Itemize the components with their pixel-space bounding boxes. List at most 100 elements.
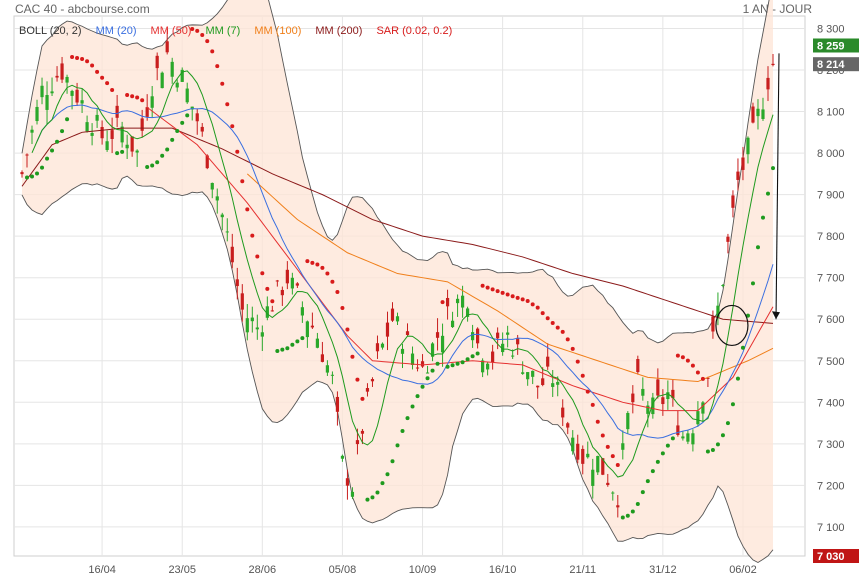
- candle-body: [616, 505, 620, 508]
- candle-body: [455, 298, 460, 304]
- sar-dot: [610, 454, 615, 459]
- sar-dot: [685, 358, 690, 363]
- x-tick-label: 16/04: [88, 564, 116, 576]
- candle-body: [155, 55, 159, 69]
- sar-dot: [25, 175, 30, 180]
- sar-dot: [405, 416, 410, 421]
- candle-body: [731, 195, 735, 208]
- candle-body: [140, 118, 144, 131]
- candle-body: [400, 348, 405, 354]
- sar-dot: [295, 339, 300, 344]
- candle-body: [551, 383, 555, 387]
- sar-dot: [680, 355, 685, 360]
- candle-body: [501, 343, 505, 353]
- legend-item: MM (20): [96, 25, 137, 37]
- sar-dot: [410, 404, 415, 409]
- sar-dot: [270, 299, 275, 304]
- x-tick-label: 16/10: [489, 564, 517, 576]
- candle-body: [430, 343, 435, 357]
- sar-dot: [635, 501, 640, 506]
- sar-dot: [540, 311, 545, 316]
- candle-body: [435, 332, 440, 338]
- sar-dot: [300, 336, 305, 341]
- sar-dot: [700, 376, 705, 381]
- candle-body: [410, 353, 415, 365]
- sar-dot: [771, 166, 775, 171]
- sar-dot: [230, 124, 235, 129]
- sar-dot: [690, 363, 695, 368]
- candle-body: [601, 458, 605, 475]
- candle-body: [766, 77, 770, 90]
- sar-dot: [655, 459, 660, 464]
- y-tick-label: 7 900: [817, 190, 845, 202]
- annotation-circle: [715, 304, 749, 347]
- candle-body: [726, 236, 730, 242]
- candle-body: [225, 231, 229, 233]
- candle-body: [621, 443, 625, 450]
- sar-dot: [335, 289, 340, 294]
- candle-body: [691, 433, 695, 445]
- candle-body: [651, 397, 655, 415]
- candle-body: [205, 155, 209, 169]
- y-tick-label: 7 700: [817, 273, 845, 285]
- sar-dot: [240, 179, 245, 184]
- candle-body: [360, 430, 365, 434]
- candle-body: [240, 293, 244, 310]
- candle-body: [385, 322, 390, 337]
- candle-body: [626, 412, 630, 430]
- sar-dot: [400, 429, 405, 434]
- sar-dot: [250, 233, 255, 238]
- candle-body: [190, 106, 194, 110]
- candle-body: [661, 397, 665, 405]
- sar-dot: [530, 302, 535, 307]
- candle-body: [556, 381, 560, 385]
- sar-dot: [455, 361, 460, 366]
- sar-dot: [350, 354, 355, 359]
- candle-body: [210, 182, 214, 190]
- candle-body: [195, 113, 199, 122]
- candle-body: [255, 327, 259, 330]
- sar-dot: [495, 289, 500, 294]
- candle-body: [70, 90, 74, 96]
- sar-dot: [345, 327, 350, 332]
- sar-dot: [115, 151, 120, 156]
- candle-body: [460, 295, 465, 308]
- sar-dot: [85, 59, 90, 64]
- sar-dot: [510, 294, 515, 299]
- sar-dot: [40, 165, 45, 170]
- candle-body: [50, 91, 54, 94]
- sar-dot: [75, 56, 80, 61]
- candle-body: [235, 279, 239, 287]
- sar-dot: [275, 349, 280, 354]
- candle-body: [496, 332, 500, 339]
- sar-dot: [515, 295, 520, 300]
- sar-dot: [665, 443, 670, 448]
- candle-body: [591, 469, 595, 486]
- sar-dot: [565, 337, 570, 342]
- candle-body: [701, 402, 705, 414]
- sar-dot: [105, 81, 110, 86]
- period-label[interactable]: 1 AN - JOUR: [742, 2, 812, 16]
- ma100-line: [246, 173, 774, 383]
- candle-body: [30, 129, 34, 133]
- x-tick-label: 10/09: [409, 564, 437, 576]
- candle-body: [35, 106, 39, 122]
- sar-dot: [290, 342, 295, 347]
- candle-body: [275, 280, 279, 282]
- candle-body: [180, 69, 184, 82]
- sar-dot: [415, 394, 420, 399]
- candle-body: [596, 455, 600, 473]
- sar-dot: [70, 54, 75, 59]
- candle-body: [130, 136, 134, 152]
- sar-dot: [525, 298, 530, 303]
- candle-body: [175, 82, 179, 88]
- candle-body: [445, 297, 450, 307]
- candle-body: [145, 107, 149, 117]
- candle-body: [200, 126, 204, 132]
- sar-dot: [220, 81, 225, 86]
- sar-dot: [340, 306, 345, 311]
- candle-body: [355, 440, 360, 445]
- sar-dot: [505, 292, 510, 297]
- price-badge-label: 7 030: [817, 551, 845, 563]
